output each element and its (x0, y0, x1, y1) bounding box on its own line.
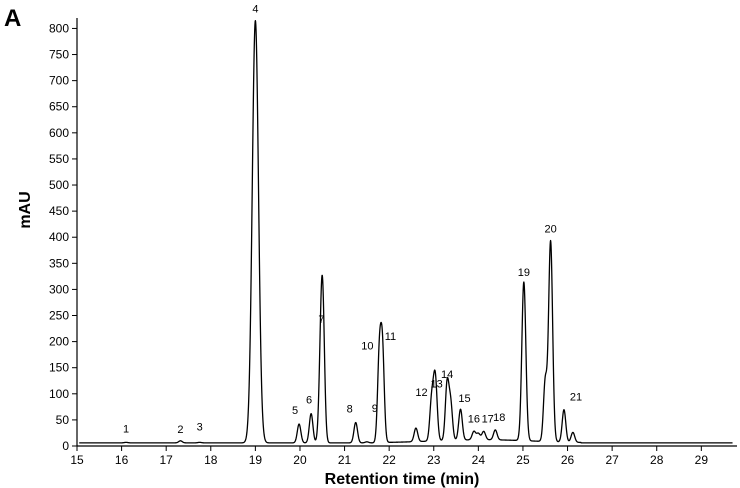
y-tick-label: 100 (49, 387, 69, 401)
peak-label-21: 21 (570, 392, 582, 404)
y-tick-label: 500 (49, 178, 69, 192)
x-tick-label: 28 (650, 453, 664, 467)
x-tick-label: 26 (561, 453, 575, 467)
y-tick-label: 450 (49, 204, 69, 218)
axes (76, 18, 737, 447)
peak-label-13: 13 (431, 379, 443, 391)
x-tick-label: 20 (293, 453, 307, 467)
peak-label-1: 1 (123, 423, 129, 435)
y-tick-label: 0 (62, 439, 69, 453)
x-tick-label: 16 (115, 453, 129, 467)
peak-label-12: 12 (415, 387, 427, 399)
panel-label: A (4, 5, 21, 32)
x-tick-label: 15 (70, 453, 84, 467)
x-tick-label: 25 (516, 453, 530, 467)
y-tick-label: 700 (49, 74, 69, 88)
y-tick-label: 200 (49, 335, 69, 349)
peak-label-17: 17 (482, 414, 494, 426)
y-tick-label: 150 (49, 361, 69, 375)
peak-label-8: 8 (347, 404, 353, 416)
y-axis-title: mAU (17, 191, 34, 228)
y-tick-label: 250 (49, 309, 69, 323)
y-tick-label: 50 (56, 413, 70, 427)
y-tick-label: 350 (49, 256, 69, 270)
x-tick-label: 17 (160, 453, 174, 467)
peak-label-16: 16 (468, 414, 480, 426)
x-tick-label: 19 (249, 453, 263, 467)
y-tick-label: 600 (49, 126, 69, 140)
peak-label-4: 4 (252, 4, 258, 16)
x-tick-label: 18 (204, 453, 218, 467)
peak-label-11: 11 (385, 331, 396, 343)
peak-label-15: 15 (458, 393, 470, 405)
peak-label-10: 10 (361, 340, 373, 352)
peak-label-2: 2 (177, 424, 183, 436)
peak-label-7: 7 (318, 314, 324, 326)
peak-label-20: 20 (544, 223, 556, 235)
x-tick-label: 21 (338, 453, 352, 467)
peak-label-19: 19 (518, 267, 530, 279)
y-tick-label: 300 (49, 282, 69, 296)
y-tick-label: 550 (49, 152, 69, 166)
peak-label-6: 6 (306, 395, 312, 407)
peak-label-3: 3 (197, 421, 203, 433)
x-tick-label: 29 (695, 453, 709, 467)
y-tick-label: 650 (49, 100, 69, 114)
x-tick-label: 27 (605, 453, 619, 467)
axis-ticks: 15 16 17 18 19 20 21 22 23 24 25 26 27 28 290501001502… (49, 21, 708, 467)
x-tick-label: 23 (427, 453, 441, 467)
y-tick-label: 750 (49, 48, 69, 62)
peak-label-18: 18 (493, 412, 505, 424)
x-tick-label: 22 (382, 453, 396, 467)
peak-label-9: 9 (372, 403, 378, 415)
y-tick-label: 400 (49, 230, 69, 244)
peak-label-5: 5 (292, 405, 298, 417)
y-tick-label: 800 (49, 21, 69, 35)
x-axis-title: Retention time (min) (325, 471, 480, 488)
chromatogram-trace (78, 19, 733, 444)
x-tick-label: 24 (472, 453, 486, 467)
peak-label-14: 14 (441, 369, 453, 381)
